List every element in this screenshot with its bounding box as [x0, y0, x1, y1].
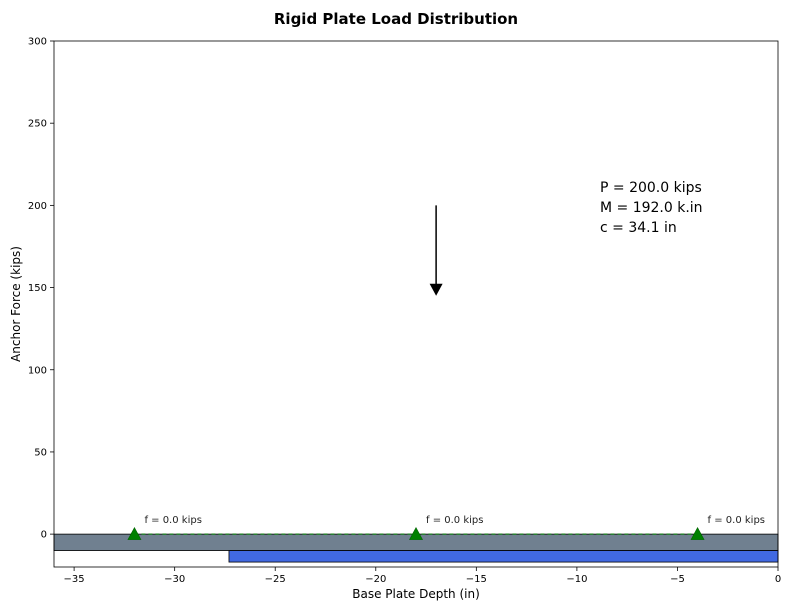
load-annotation: M = 192.0 k.in [600, 200, 703, 216]
y-tick-label: 0 [41, 530, 47, 541]
y-tick-label: 200 [28, 201, 47, 212]
y-tick-label: 250 [28, 119, 47, 130]
load-arrow-head [429, 283, 443, 296]
anchor-force-label: f = 0.0 kips [426, 515, 483, 526]
x-tick-label: −25 [265, 574, 286, 585]
y-tick-label: 50 [34, 447, 47, 458]
x-axis-label: Base Plate Depth (in) [352, 587, 480, 601]
load-annotation: P = 200.0 kips [600, 180, 702, 196]
y-tick-label: 300 [28, 37, 47, 48]
y-axis-label: Anchor Force (kips) [9, 246, 23, 362]
x-tick-label: −35 [64, 574, 85, 585]
y-tick-label: 150 [28, 283, 47, 294]
x-tick-label: −15 [466, 574, 487, 585]
chart-title: Rigid Plate Load Distribution [274, 10, 518, 28]
plot-area [54, 41, 778, 567]
x-tick-label: −5 [670, 574, 685, 585]
x-tick-label: −30 [164, 574, 185, 585]
anchor-force-label: f = 0.0 kips [708, 515, 765, 526]
x-tick-label: 0 [775, 574, 781, 585]
plot-background [54, 41, 778, 567]
axes-frame [53, 40, 779, 568]
y-tick-label: 100 [28, 365, 47, 376]
load-annotation: c = 34.1 in [600, 220, 677, 236]
anchor-force-label: f = 0.0 kips [144, 515, 201, 526]
axes: −35 −30 −25 −20 −15 −10 −5 0 0 50 100 150 200 250 300 [28, 37, 781, 586]
bearing-zone [228, 550, 779, 563]
load-annotations: P = 200.0 kips M = 192.0 k.in c = 34.1 in [600, 180, 703, 236]
anchor-marker [408, 526, 424, 540]
x-tick-label: −20 [365, 574, 386, 585]
anchor-marker [690, 526, 705, 540]
x-tick-label: −10 [566, 574, 587, 585]
anchor-marker [127, 526, 142, 540]
